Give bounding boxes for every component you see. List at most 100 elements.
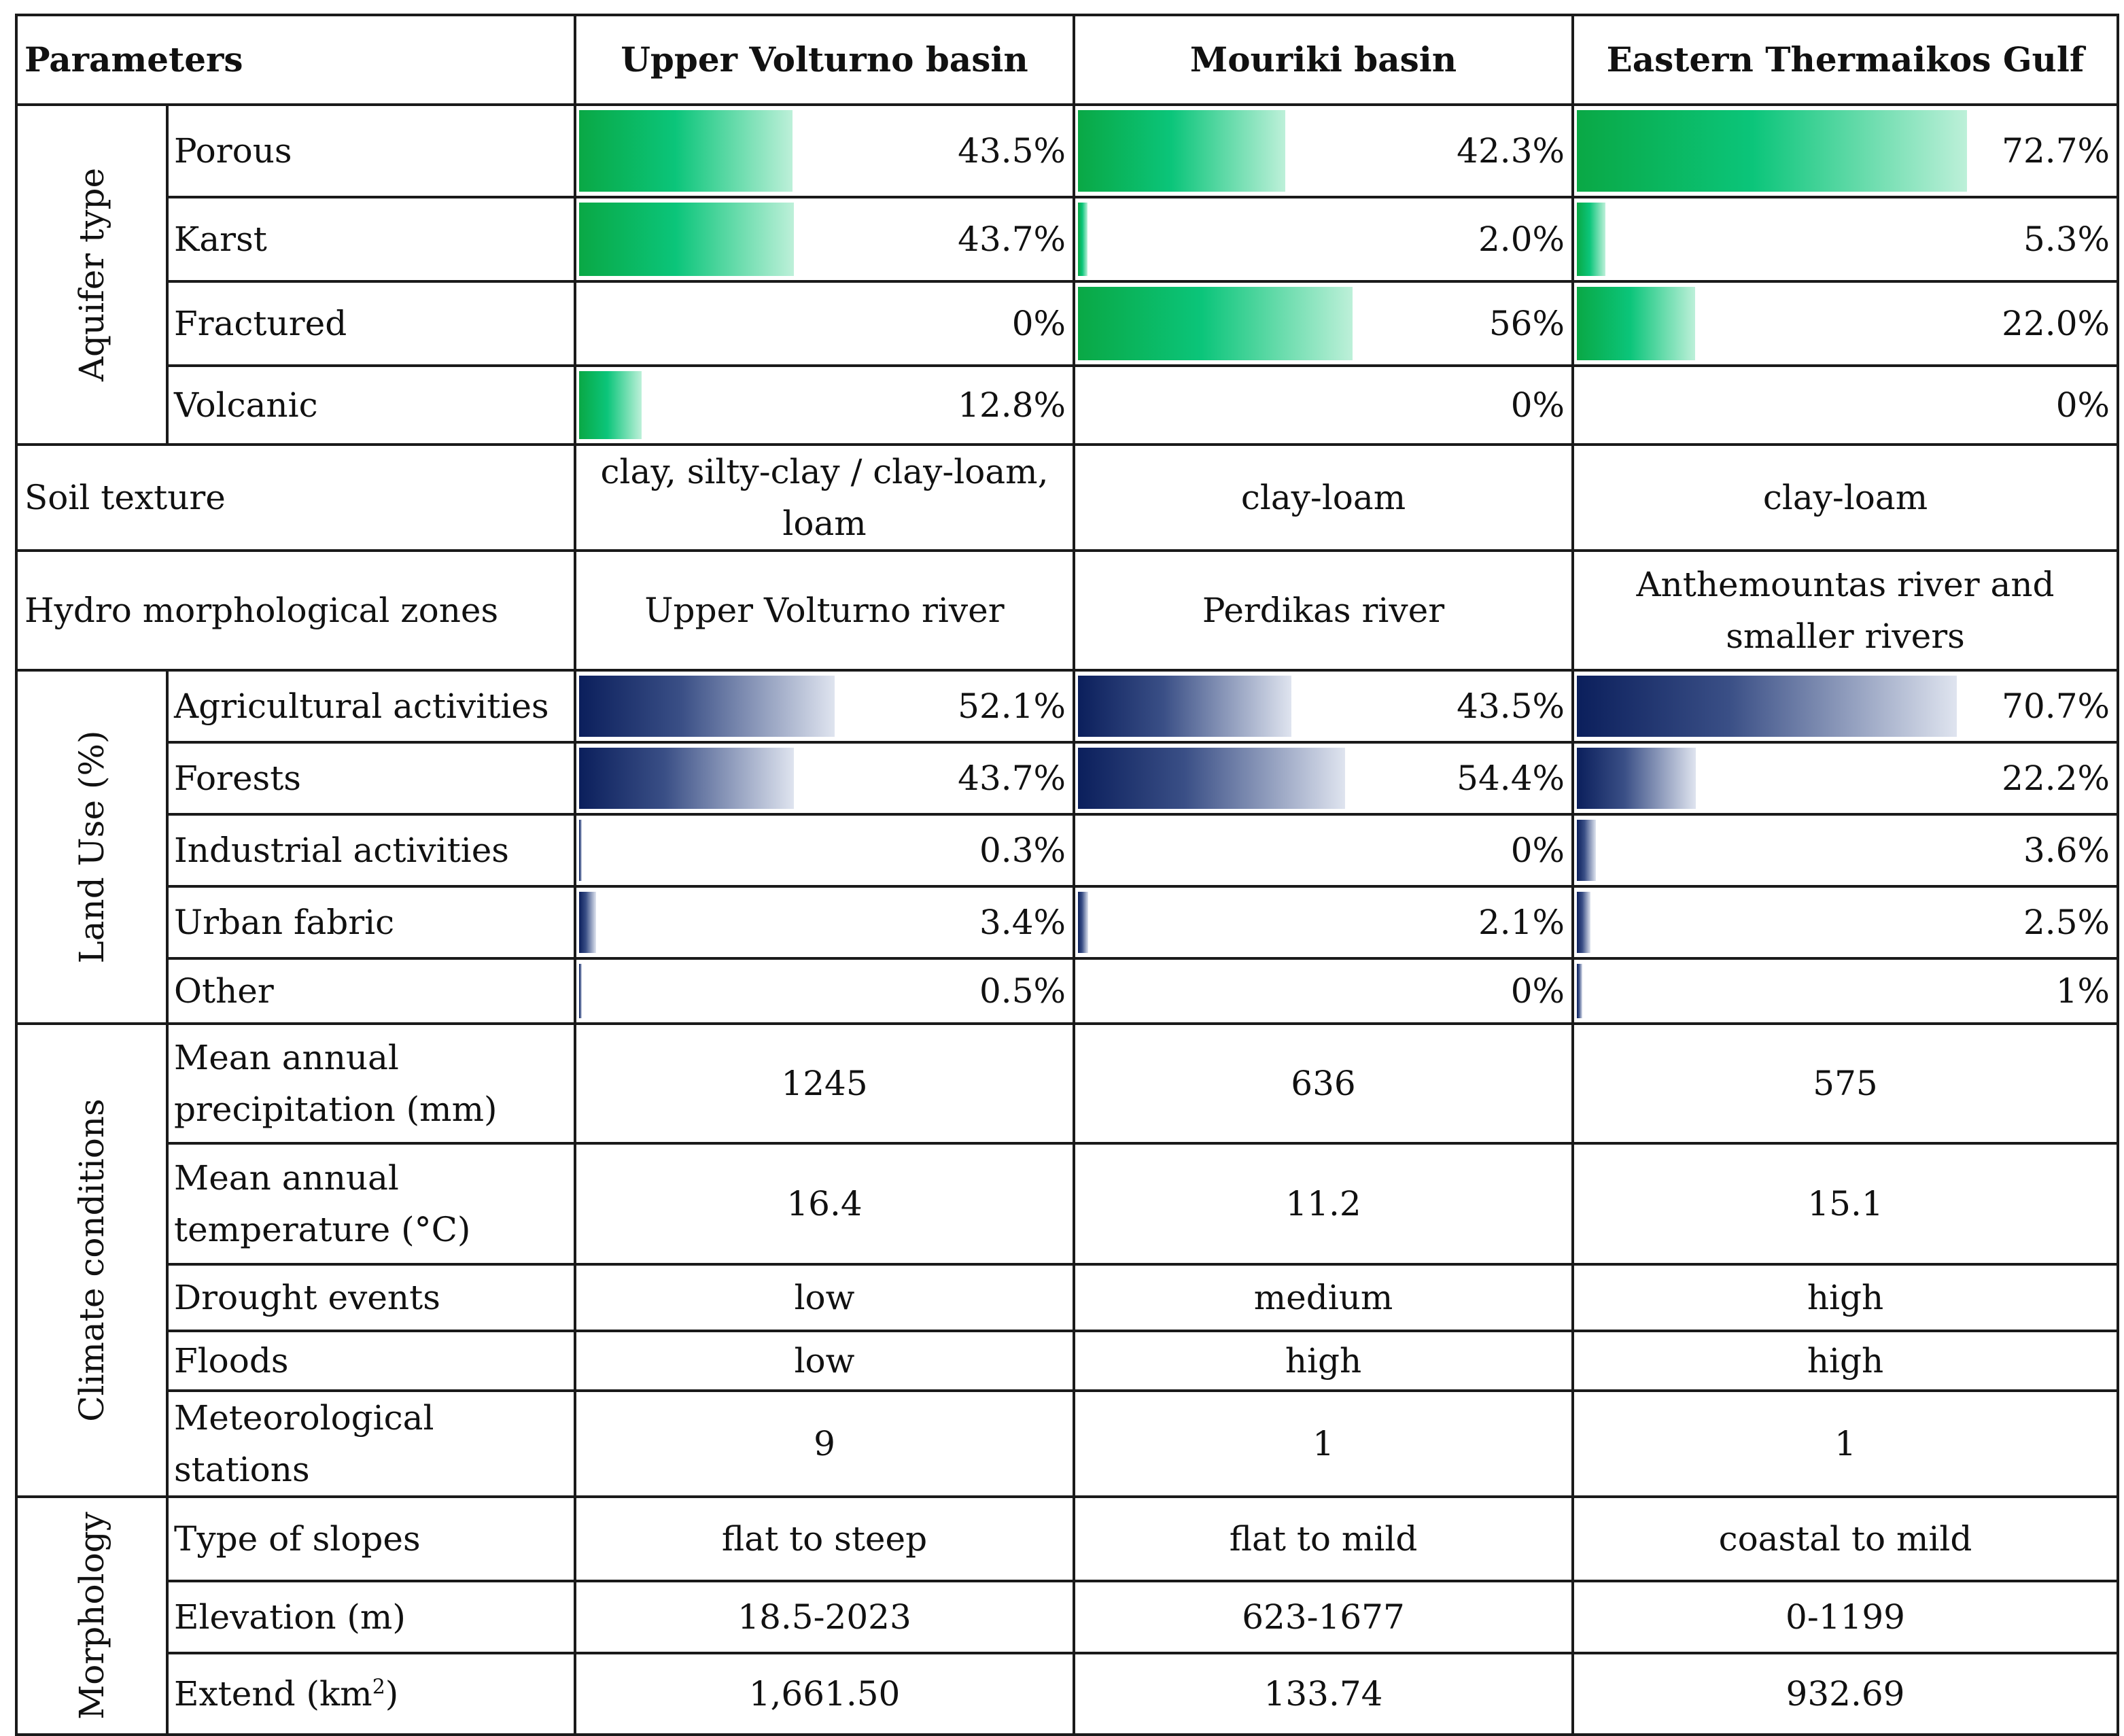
bar-value: 0% [1510,385,1565,425]
aquifer-bar [1078,203,1088,276]
bar-value: 43.5% [958,131,1066,171]
soil-texture-value: clay, silty-clay / clay-loam, loam [574,443,1076,552]
bar-value: 54.4% [1457,759,1565,798]
aquifer-bar-cell: 12.8% [574,364,1076,446]
row-label-temperature: Mean annual temperature (°C) [165,1142,577,1266]
aquifer-bar-cell: 43.7% [574,196,1076,283]
morphology-value: 932.69 [1571,1652,2120,1736]
landuse-bar-cell: 0% [1073,813,1575,888]
morphology-value: flat to mild [1073,1495,1575,1582]
group-aquifer-type: Aquifer type [15,103,169,446]
aquifer-bar [579,110,793,192]
landuse-bar [1078,892,1089,953]
row-label-other: Other [165,957,577,1025]
header-parameters: Parameters [14,14,577,106]
landuse-bar-cell: 52.1% [574,669,1076,744]
row-label-fractured: Fractured [165,280,577,367]
landuse-bar [579,748,795,809]
bar-value: 0.3% [979,831,1066,870]
landuse-bar-cell: 43.7% [574,741,1076,816]
hydro-zone-value: Anthemountas river and smaller rivers [1571,549,2120,672]
bar-value: 2.0% [1478,220,1565,259]
landuse-bar-cell: 2.1% [1073,885,1575,960]
morphology-value: 0-1199 [1571,1580,2120,1654]
morphology-value: 623-1677 [1073,1580,1575,1654]
aquifer-bar-cell: 0% [574,280,1076,367]
row-label-soil-texture: Soil texture [14,443,577,552]
bar-value: 3.4% [979,903,1066,942]
landuse-bar [1577,964,1583,1018]
landuse-bar-cell: 3.6% [1571,813,2120,888]
row-label-hydro-zones: Hydro morphological zones [14,549,577,672]
row-label-extend: Extend (km2) [165,1652,577,1736]
soil-texture-value: clay-loam [1571,443,2120,552]
bar-value: 72.7% [2002,131,2110,171]
climate-value: 1 [1571,1389,2120,1498]
aquifer-bar [1078,287,1353,360]
row-label-elevation: Elevation (m) [165,1580,577,1654]
aquifer-bar-cell: 5.3% [1571,196,2120,283]
climate-value: low [574,1263,1076,1332]
aquifer-bar-cell: 56% [1073,280,1575,367]
climate-value: low [574,1330,1076,1392]
bar-value: 43.7% [958,220,1066,259]
row-label-karst: Karst [165,196,577,283]
aquifer-bar [579,371,642,439]
aquifer-bar-cell: 0% [1073,364,1575,446]
row-label-slopes: Type of slopes [165,1495,577,1582]
bar-value: 2.1% [1478,903,1565,942]
landuse-bar-cell: 1% [1571,957,2120,1025]
climate-value: 9 [574,1389,1076,1498]
bar-value: 22.2% [2002,759,2110,798]
bar-value: 43.5% [1457,687,1565,726]
morphology-value: 1,661.50 [574,1652,1076,1736]
climate-value: high [1073,1330,1575,1392]
landuse-bar-cell: 54.4% [1073,741,1575,816]
bar-value: 2.5% [2023,903,2110,942]
climate-value: 11.2 [1073,1142,1575,1266]
bar-value: 5.3% [2023,220,2110,259]
morphology-value: coastal to mild [1571,1495,2120,1582]
landuse-bar [579,892,597,953]
morphology-value: 133.74 [1073,1652,1575,1736]
header-basin-3: Eastern Thermaikos Gulf [1571,14,2120,106]
bar-value: 22.0% [2002,304,2110,343]
climate-value: 16.4 [574,1142,1076,1266]
bar-value: 56% [1488,304,1565,343]
climate-value: 1245 [574,1022,1076,1145]
landuse-bar [1078,676,1292,737]
bar-value: 70.7% [2002,687,2110,726]
group-land-use: Land Use (%) [15,669,169,1025]
aquifer-bar [1577,203,1606,276]
hydro-zone-value: Upper Volturno river [574,549,1076,672]
bar-value: 52.1% [958,687,1066,726]
aquifer-bar-cell: 2.0% [1073,196,1575,283]
row-label-floods: Floods [165,1330,577,1392]
parameters-table: Parameters Upper Volturno basin Mouriki … [14,14,2120,1736]
climate-value: high [1571,1263,2120,1332]
climate-value: 575 [1571,1022,2120,1145]
group-climate-conditions: Climate conditions [15,1022,169,1498]
bar-value: 0% [1011,304,1066,343]
bar-value: 0% [2055,385,2110,425]
aquifer-bar-cell: 42.3% [1073,103,1575,198]
bar-value: 0.5% [979,971,1066,1011]
row-label-porous: Porous [165,103,577,198]
bar-value: 3.6% [2023,831,2110,870]
row-label-volcanic: Volcanic [165,364,577,446]
row-label-drought: Drought events [165,1263,577,1332]
aquifer-bar [1078,110,1286,192]
landuse-bar-cell: 43.5% [1073,669,1575,744]
aquifer-bar-cell: 72.7% [1571,103,2120,198]
row-label-industrial: Industrial activities [165,813,577,888]
header-basin-1: Upper Volturno basin [574,14,1076,106]
row-label-agricultural: Agricultural activities [165,669,577,744]
landuse-bar [1577,676,1957,737]
landuse-bar-cell: 3.4% [574,885,1076,960]
bar-value: 1% [2055,971,2110,1011]
aquifer-bar-cell: 22.0% [1571,280,2120,367]
climate-value: 1 [1073,1389,1575,1498]
landuse-bar [1577,892,1591,953]
landuse-bar-cell: 22.2% [1571,741,2120,816]
row-label-met-stations: Meteorological stations [165,1389,577,1498]
